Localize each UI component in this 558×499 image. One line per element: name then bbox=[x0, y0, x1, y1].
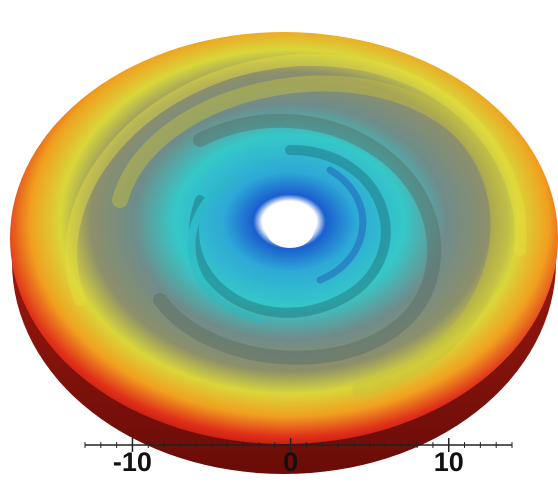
x-tick-label: -10 bbox=[113, 447, 152, 477]
x-tick-label: 0 bbox=[283, 447, 298, 477]
inner-hole bbox=[266, 212, 314, 248]
disk-render bbox=[10, 32, 558, 474]
chart: -10 0 10 bbox=[0, 0, 558, 499]
x-tick-label: 10 bbox=[434, 447, 464, 477]
